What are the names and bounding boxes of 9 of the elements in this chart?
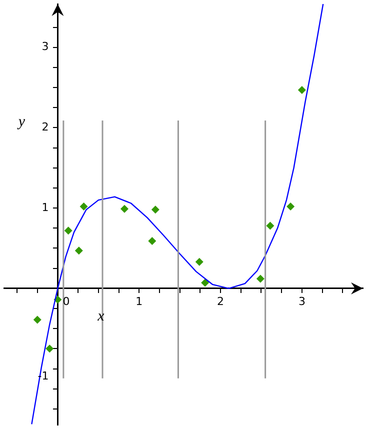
y-axis-title: y — [16, 114, 26, 130]
y-tick-label: 2 — [42, 120, 49, 134]
x-tick-label: 1 — [136, 294, 143, 308]
x-tick-label: 0 — [62, 294, 70, 308]
x-tick-label: 3 — [298, 294, 306, 308]
y-tick-label: 1 — [42, 200, 49, 214]
x-axis-title: x — [96, 308, 105, 324]
y-tick-label: 3 — [42, 40, 49, 54]
x-tick-label: 2 — [217, 294, 224, 308]
